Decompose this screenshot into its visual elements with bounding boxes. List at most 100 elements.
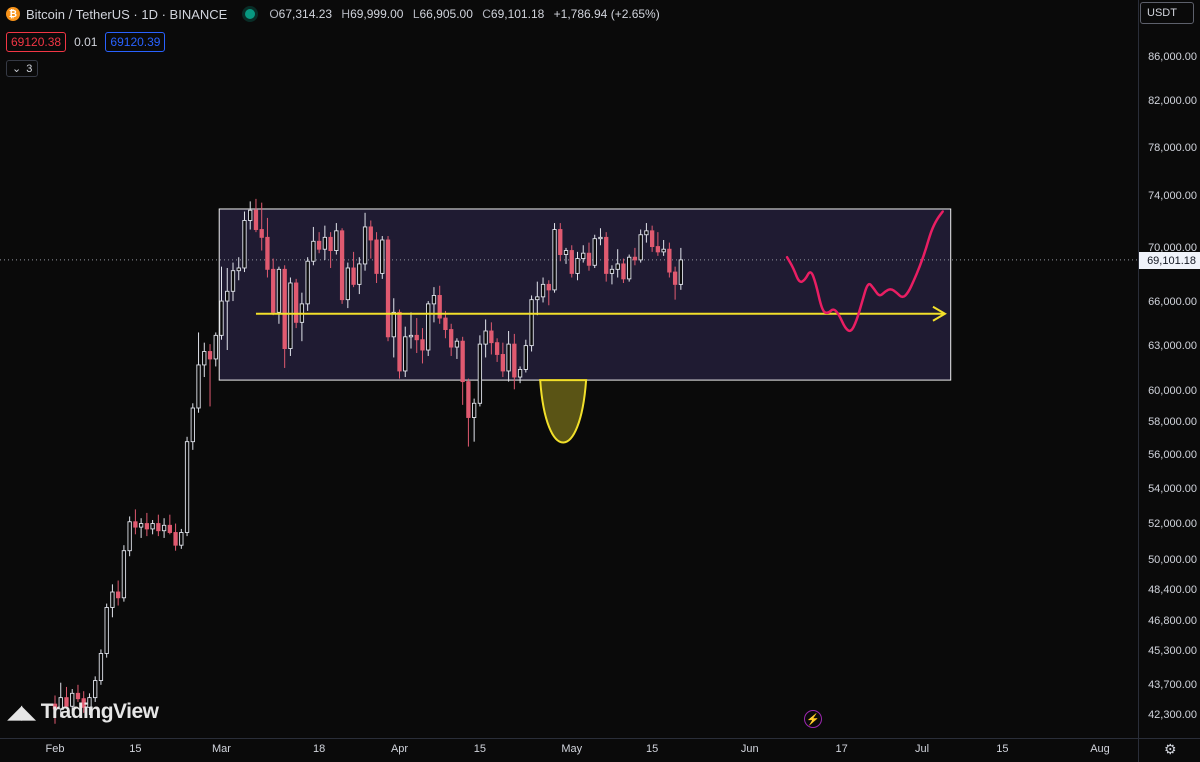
candle-body (362, 226, 368, 265)
candle-body (454, 340, 460, 348)
candle (604, 232, 609, 282)
price-tick-label: 43,700.00 (1148, 678, 1197, 691)
range-box[interactable] (218, 208, 952, 381)
candle (328, 232, 333, 268)
candle-body (138, 523, 144, 528)
support-arrow[interactable] (255, 305, 947, 322)
time-axis[interactable]: Feb 15 Mar 18 Apr 15 May 15 Jun 17 Jul 15 Aug (0, 738, 1138, 762)
candle-body (563, 250, 569, 255)
candle (179, 528, 184, 549)
time-tick-label: Jul (914, 743, 930, 755)
candle (121, 545, 127, 602)
candle-body (288, 282, 293, 349)
sell-button[interactable]: 69120.38 (6, 32, 67, 52)
time-tick-label: Mar (212, 743, 231, 755)
candle-body (431, 295, 437, 305)
price-axis[interactable]: 86,000.00 82,000.00 78,000.00 74,000.00 70,0… (1138, 0, 1200, 738)
candle-body (150, 523, 155, 530)
candle-body (667, 248, 672, 273)
lightning-icon[interactable]: ⚡ (804, 710, 822, 728)
price-tick-label: 58,000.00 (1148, 416, 1197, 429)
indicators-toggle[interactable]: ⌄ 3 (6, 60, 39, 77)
projection-path[interactable] (785, 210, 944, 333)
ohlc-readout: O67,314.23 H69,999.00 L66,905.00 C69,101… (269, 7, 659, 21)
candle-body (581, 252, 586, 260)
candle-body (466, 381, 471, 418)
candle-body (104, 607, 109, 654)
candle-body (236, 267, 241, 272)
candle-body (540, 283, 546, 298)
indicator-count: 3 (26, 62, 33, 75)
candle (523, 339, 528, 373)
candle (494, 338, 500, 362)
candle (282, 265, 287, 368)
candle (202, 342, 207, 378)
price-chart[interactable] (0, 0, 1138, 738)
candle (426, 301, 431, 356)
candle (316, 232, 322, 254)
candle (661, 239, 666, 256)
candle (454, 338, 460, 359)
candle-body (133, 521, 138, 528)
candle-body (420, 339, 425, 351)
candle-body (202, 351, 207, 366)
candle (116, 580, 121, 606)
candle-body (351, 267, 356, 285)
price-tick-label: 50,000.00 (1148, 553, 1197, 566)
candle-body (305, 260, 310, 305)
candle-body (52, 703, 58, 710)
candle (420, 328, 425, 364)
candle (380, 236, 385, 279)
ohlc-high-value: 69,999.00 (350, 7, 404, 21)
candle-body (196, 364, 201, 409)
price-tick-label: 45,300.00 (1148, 645, 1197, 658)
candle (184, 436, 190, 537)
candle (207, 344, 213, 407)
candle-body (644, 230, 649, 236)
axis-corner (1138, 738, 1200, 762)
candle-body (678, 259, 684, 285)
time-tick-label: Aug (1090, 743, 1110, 755)
cup-pattern[interactable] (539, 379, 588, 444)
candle-body (190, 407, 195, 443)
currency-select[interactable]: USDT (1140, 2, 1194, 24)
buy-button[interactable]: 69120.39 (105, 32, 166, 52)
ohlc-high-key: H (341, 7, 351, 21)
candle (253, 198, 259, 233)
candle-body (316, 240, 322, 250)
tradingview-logo-text: TradingView (40, 700, 159, 723)
candle-body (127, 521, 132, 552)
candle (575, 251, 580, 281)
candle-body (558, 229, 563, 255)
candle (173, 523, 178, 551)
candle (569, 245, 574, 278)
candle (225, 267, 230, 351)
candle-body (512, 343, 517, 378)
candle-body (225, 290, 230, 302)
symbol-title[interactable]: Bitcoin / TetherUS · 1D · BINANCE (26, 6, 228, 22)
candle-body (535, 296, 540, 301)
candle (167, 514, 172, 535)
candle (138, 518, 144, 538)
candle-body (374, 239, 379, 274)
candle-body (259, 229, 264, 238)
candle-body (391, 311, 396, 338)
candle (288, 277, 293, 356)
candle (161, 518, 167, 538)
candle (581, 245, 586, 263)
price-tick-label: 78,000.00 (1148, 141, 1197, 154)
candle (598, 228, 603, 246)
candle (259, 202, 264, 251)
candle-body (156, 523, 161, 532)
market-status-icon (245, 9, 256, 19)
candle (586, 242, 592, 271)
candle (512, 333, 517, 390)
candle (58, 682, 63, 718)
candle (322, 225, 328, 260)
candle-body (592, 238, 597, 266)
price-tick-label: 52,000.00 (1148, 517, 1197, 530)
candle (546, 280, 551, 306)
gear-icon[interactable]: ⚙ (1164, 741, 1177, 757)
candle-body (489, 330, 494, 344)
time-tick-label: Jun (740, 743, 759, 755)
